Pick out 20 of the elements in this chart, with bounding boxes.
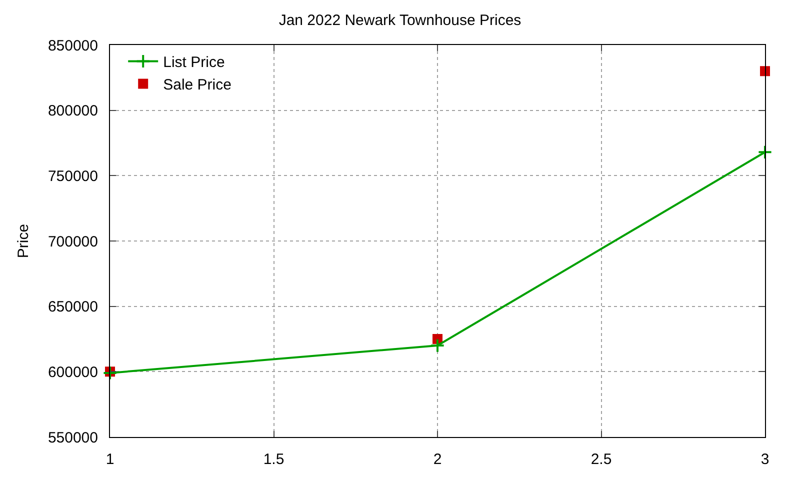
point xyxy=(760,66,770,76)
x-tick-label: 2.5 xyxy=(590,451,612,468)
y-tick-label: 600000 xyxy=(48,364,98,381)
y-tick-label: 800000 xyxy=(48,102,98,120)
y-axis-title: Price xyxy=(15,224,32,258)
x-tick-label: 1 xyxy=(106,451,114,468)
y-tick-label: 850000 xyxy=(48,37,98,54)
y-tick-label: 750000 xyxy=(48,168,98,185)
x-tick-label: 2 xyxy=(433,451,442,468)
x-tick-label: 1.5 xyxy=(263,451,284,468)
legend-label: Sale Price xyxy=(163,76,232,94)
chart-title: Jan 2022 Newark Townhouse Prices xyxy=(278,12,522,29)
x-tick-label: 3 xyxy=(760,451,770,468)
y-tick-label: 700000 xyxy=(48,233,98,250)
point xyxy=(430,338,445,353)
y-tick-label: 550000 xyxy=(48,429,98,446)
point xyxy=(758,144,772,160)
point xyxy=(102,366,118,380)
y-tick-label: 650000 xyxy=(48,298,98,316)
legend-label: List Price xyxy=(163,54,225,72)
